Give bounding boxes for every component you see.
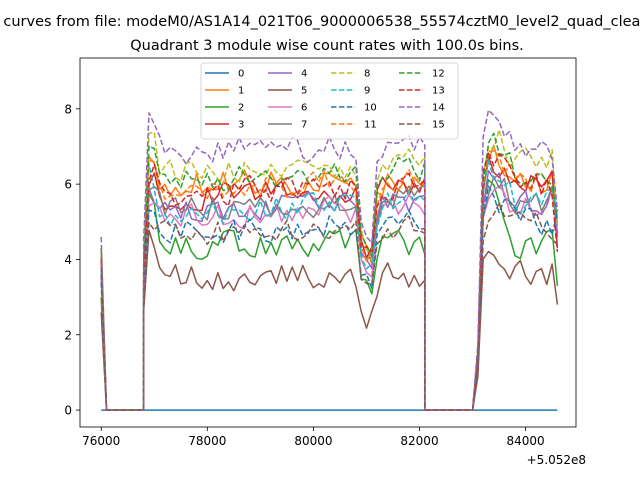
series-line-module-7 bbox=[100, 175, 559, 411]
x-tick-label: 78000 bbox=[188, 434, 226, 448]
legend-label-module-11: 11 bbox=[364, 120, 377, 131]
series-line-module-13 bbox=[100, 151, 559, 411]
legend-label-module-1: 1 bbox=[238, 86, 244, 97]
series-line-module-5 bbox=[100, 229, 559, 411]
legend-label-module-8: 8 bbox=[364, 69, 370, 80]
y-tick-label: 4 bbox=[64, 253, 72, 267]
legend-label-module-3: 3 bbox=[238, 120, 244, 131]
series-line-module-9 bbox=[100, 159, 559, 411]
x-tick-label: 84000 bbox=[507, 434, 545, 448]
legend-label-module-2: 2 bbox=[238, 103, 244, 114]
legend-label-module-5: 5 bbox=[301, 86, 307, 97]
series-line-module-4 bbox=[100, 169, 559, 411]
series-line-module-12 bbox=[100, 132, 559, 411]
legend-label-module-0: 0 bbox=[238, 69, 244, 80]
series-line-module-10 bbox=[100, 185, 559, 411]
x-offset-label: +5.052e8 bbox=[527, 453, 586, 467]
y-tick-label: 8 bbox=[64, 102, 72, 116]
x-tick-label: 80000 bbox=[294, 434, 332, 448]
legend-label-module-4: 4 bbox=[301, 69, 307, 80]
legend-label-module-6: 6 bbox=[301, 103, 307, 114]
x-tick-label: 82000 bbox=[400, 434, 438, 448]
legend-label-module-7: 7 bbox=[301, 120, 307, 131]
figure-suptitle: Light curves from file: modeM0/AS1A14_02… bbox=[0, 14, 640, 30]
y-tick-label: 2 bbox=[64, 328, 72, 342]
series-line-module-8 bbox=[100, 128, 559, 411]
series-line-module-14 bbox=[100, 109, 559, 411]
axes: 76000 78000 80000 82000 84000 +5.052e8 0 2 4 6 8 bbox=[64, 57, 586, 467]
legend-label-module-9: 9 bbox=[364, 86, 370, 97]
y-tick-label: 6 bbox=[64, 178, 72, 192]
legend-label-module-14: 14 bbox=[432, 103, 445, 114]
series-line-module-11 bbox=[100, 150, 558, 411]
legend-label-module-12: 12 bbox=[432, 69, 445, 80]
legend-frame bbox=[200, 62, 459, 140]
chart-title: Quadrant 3 module wise count rates with … bbox=[130, 38, 524, 54]
series-line-module-15 bbox=[100, 202, 558, 411]
x-tick-label: 76000 bbox=[82, 434, 120, 448]
legend-label-module-15: 15 bbox=[432, 120, 445, 131]
legend-label-module-10: 10 bbox=[364, 103, 377, 114]
y-tick-label: 0 bbox=[64, 404, 72, 418]
legend-label-module-13: 13 bbox=[432, 86, 445, 97]
axes-frame bbox=[79, 57, 577, 428]
